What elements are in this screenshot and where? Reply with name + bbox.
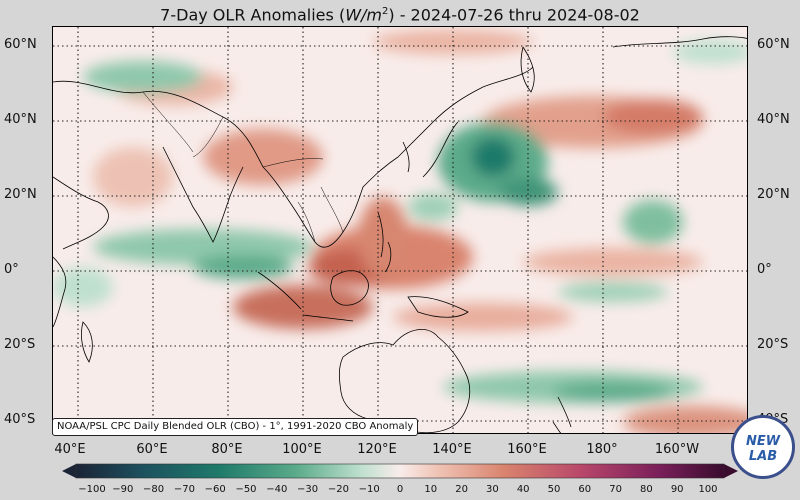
- colorbar-tick-label: 50: [547, 484, 561, 495]
- latitude-label-right: 60°N: [757, 37, 790, 52]
- coastline-madagascar: [81, 321, 93, 363]
- coastline-arabia: [53, 176, 109, 250]
- colorbar: [62, 463, 738, 479]
- negative-anomaly-east-china: [408, 193, 458, 221]
- coastline-asia: [53, 66, 534, 248]
- positive-anomaly-south-pacific: [393, 303, 573, 331]
- latitude-label-right: 20°S: [757, 337, 789, 352]
- colorbar-tick-label: 10: [424, 484, 438, 495]
- colorbar-tick-label: −80: [143, 484, 165, 495]
- colorbar-tick-label: −30: [297, 484, 319, 495]
- lab-logo: NEW LAB: [731, 415, 795, 479]
- positive-anomaly-arabian-sea: [93, 147, 173, 207]
- negative-anomaly-itcz: [558, 282, 668, 302]
- coastlines: [53, 36, 747, 433]
- title-unit: W/m: [345, 5, 382, 25]
- coastline-new-guinea: [407, 296, 469, 318]
- anomaly-field: [53, 30, 747, 433]
- olr-anomaly-map: [53, 27, 747, 433]
- colorbar-tick-label: 20: [455, 484, 468, 495]
- longitude-label: 60°E: [136, 442, 168, 457]
- longitude-label: 80°E: [211, 442, 243, 457]
- colorbar-tick-label: −100: [78, 484, 106, 495]
- colorbar-gradient: [75, 463, 725, 479]
- latitude-label-right: 40°N: [757, 112, 790, 127]
- gridlines: [53, 27, 747, 433]
- latitude-label-left: 20°N: [4, 187, 37, 202]
- colorbar-tick-label: −90: [112, 484, 134, 495]
- longitude-label: 160°E: [507, 442, 547, 457]
- latitude-label-left: 0°: [4, 262, 19, 277]
- coastline-india: [162, 146, 244, 243]
- map-title: 7-Day OLR Anomalies (W/m2) - 2024-07-26 …: [0, 0, 800, 26]
- colorbar-tick-label: −10: [358, 484, 380, 495]
- negative-anomaly-spcz-core: [553, 382, 673, 402]
- coastline-africa: [53, 256, 67, 328]
- longitude-label: 120°E: [357, 442, 397, 457]
- coastline-japan: [422, 121, 459, 178]
- colorbar-tick-label: 80: [640, 484, 653, 495]
- positive-anomaly-southern-ocean: [623, 406, 747, 433]
- negative-anomaly-west-indian: [53, 267, 113, 307]
- positive-anomaly-equatorial-pacific: [523, 248, 703, 276]
- negative-anomaly-central-pacific: [623, 200, 683, 244]
- colorbar-tick-label: 100: [698, 484, 718, 495]
- colorbar-tick-label: −40: [266, 484, 288, 495]
- positive-anomaly-north-pacific-core: [603, 99, 703, 135]
- coastline-kamchatka: [520, 46, 535, 93]
- negative-anomaly-indian-ocean: [193, 255, 293, 279]
- negative-anomaly-wnp-tail: [498, 178, 558, 206]
- logo-text: NEW LAB: [745, 434, 781, 464]
- map-panel: [52, 26, 748, 434]
- latitude-label-left: 20°S: [4, 337, 36, 352]
- colorbar-tick-label: −70: [173, 484, 195, 495]
- latitude-label-right: 0°: [757, 262, 772, 277]
- colorbar-tick-label: −50: [235, 484, 257, 495]
- longitude-label: 40°E: [54, 442, 86, 457]
- title-suffix: ) - 2024-07-26 thru 2024-08-02: [388, 5, 640, 25]
- colorbar-tick-label: −20: [327, 484, 349, 495]
- colorbar-tick-label: 70: [609, 484, 622, 495]
- colorbar-tick-label: 0: [396, 484, 404, 495]
- coastline-philippines: [377, 211, 392, 273]
- colorbar-tick-label: 40: [516, 484, 530, 495]
- title-prefix: 7-Day OLR Anomalies (: [160, 5, 346, 25]
- colorbar-tick-label: 30: [486, 484, 499, 495]
- positive-anomaly-tibet: [203, 129, 323, 185]
- colorbar-max-arrow: [724, 464, 738, 478]
- colorbar-min-arrow: [62, 464, 76, 478]
- latitude-label-left: 40°S: [4, 412, 36, 427]
- coastline-country-borders: [142, 91, 344, 243]
- latitude-label-left: 60°N: [4, 37, 37, 52]
- coastline-new-zealand: [552, 396, 572, 433]
- colorbar-tick-label: 90: [670, 484, 684, 495]
- longitude-label: 140°E: [432, 442, 472, 457]
- coastline-korea: [402, 141, 410, 173]
- coastline-sumatra: [257, 271, 302, 310]
- coastline-alaska: [612, 36, 747, 48]
- coastline-borneo: [330, 270, 369, 306]
- data-source-note: NOAA/PSL CPC Daily Blended OLR (CBO) - 1…: [52, 418, 419, 436]
- title-unit-exponent: 2: [381, 6, 389, 17]
- latitude-label-left: 40°N: [4, 112, 37, 127]
- negative-anomaly-wnp-core: [471, 137, 515, 177]
- negative-anomaly-north-asia: [83, 61, 203, 93]
- longitude-label: 180°: [586, 442, 618, 457]
- coastline-java: [302, 314, 354, 322]
- colorbar-tick-label: 60: [578, 484, 592, 495]
- longitude-label: 100°E: [282, 442, 322, 457]
- coastline-australia: [338, 329, 471, 433]
- colorbar-tick-label: −60: [204, 484, 226, 495]
- longitude-label: 160°W: [654, 442, 700, 457]
- latitude-label-right: 20°N: [757, 187, 790, 202]
